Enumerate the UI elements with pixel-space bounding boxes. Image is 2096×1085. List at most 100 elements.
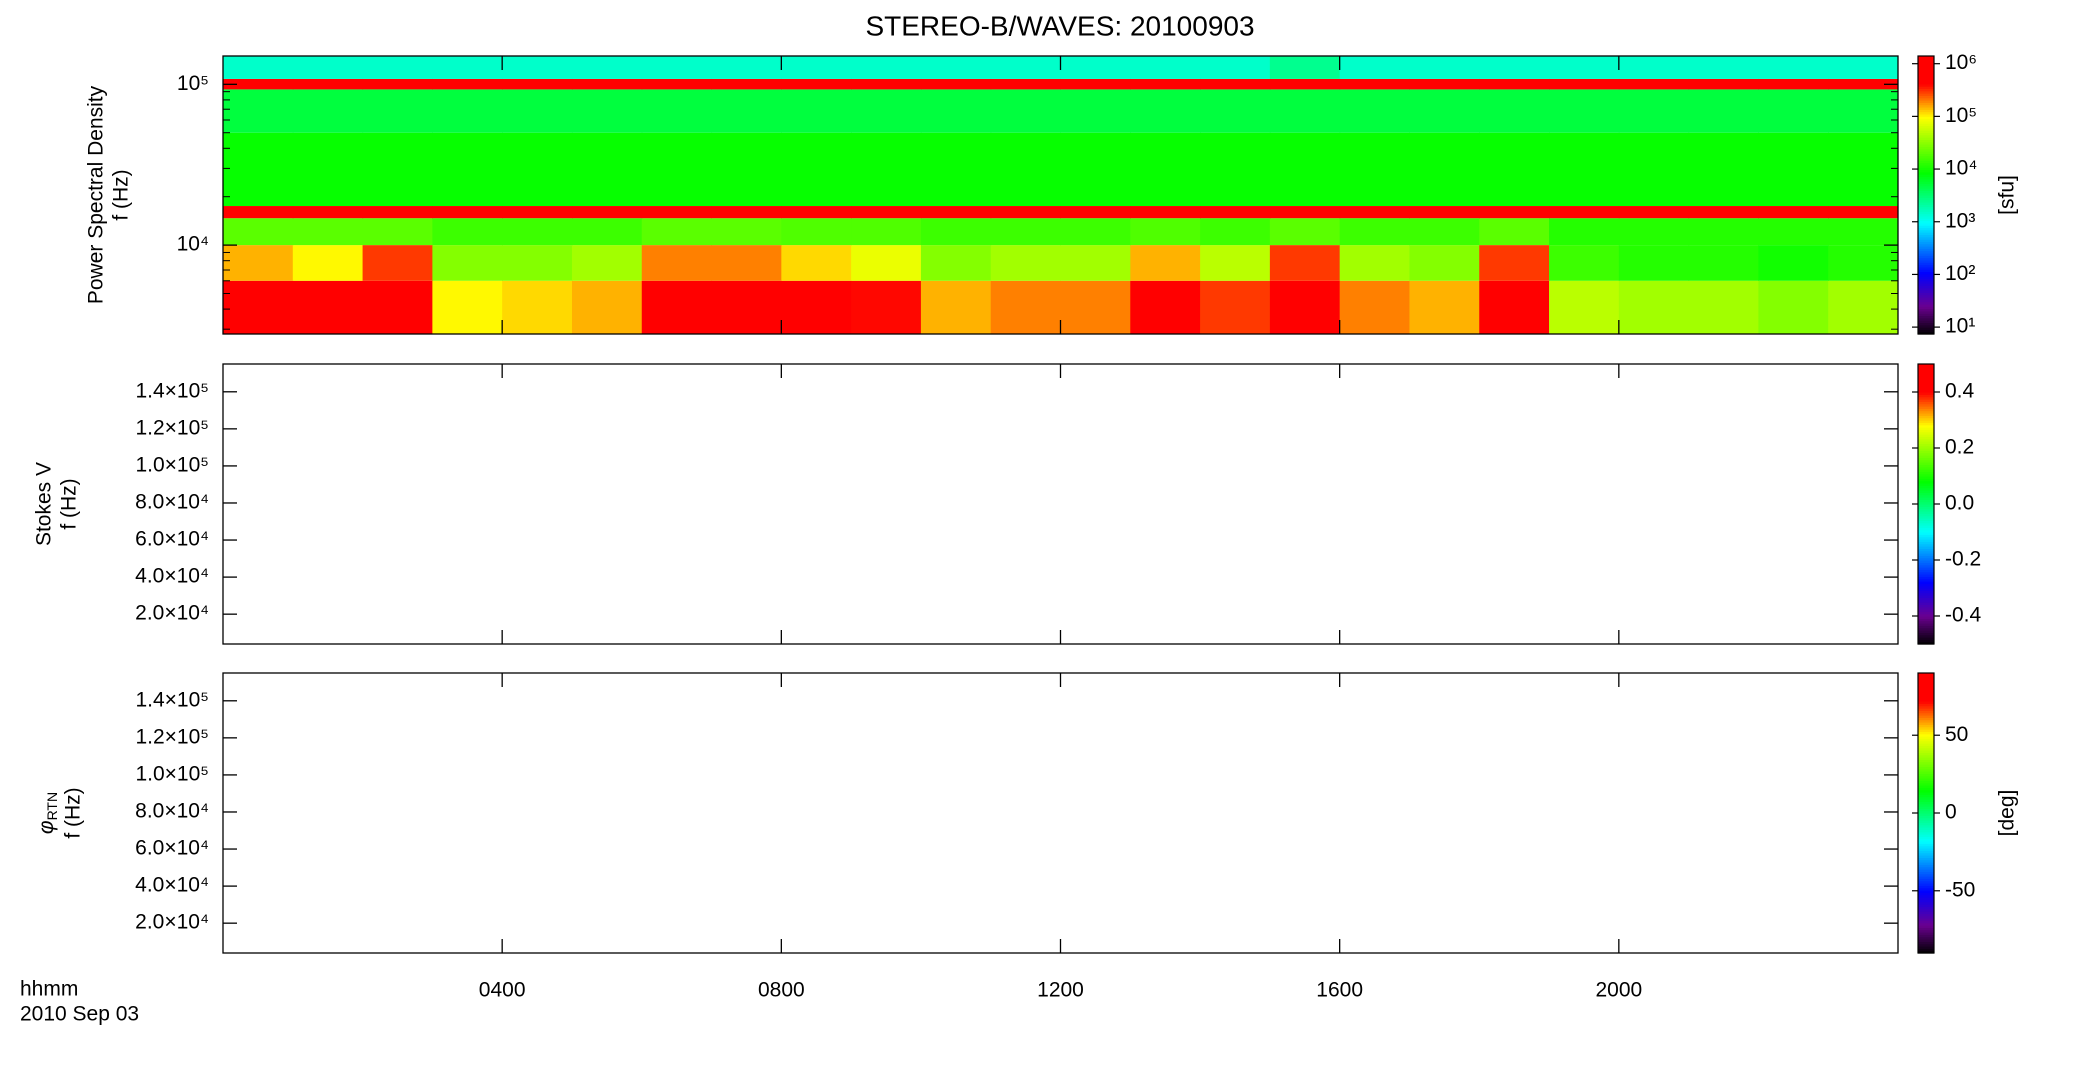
heatmap-cell (502, 78, 573, 90)
colorbar-slice (1918, 445, 1934, 449)
heatmap-cell (990, 89, 1061, 133)
colorbar-slice (1918, 125, 1934, 129)
colorbar-slice (1918, 364, 1934, 367)
heatmap-cell (1269, 280, 1341, 334)
colorbar-slice (1918, 239, 1934, 242)
colorbar-slice (1918, 689, 1934, 693)
colorbar-slice (1918, 803, 1934, 807)
heatmap-cell (1828, 56, 1899, 79)
colorbar-slice (1918, 864, 1934, 868)
heatmap-cell (641, 280, 713, 334)
colorbar-slice (1918, 885, 1934, 889)
colorbar-slice (1918, 171, 1934, 175)
colorbar-slice (1918, 736, 1934, 739)
colorbar-slice (1918, 675, 1934, 679)
colorbar-slice (1918, 130, 1934, 134)
heatmap-cell (292, 78, 364, 90)
colorbar-slice (1918, 525, 1934, 528)
colorbar-slice (1918, 815, 1934, 819)
heatmap-cell (502, 245, 573, 281)
colorbar-slice (1918, 827, 1934, 830)
colorbar-slice (1918, 806, 1934, 809)
colorbar-slice (1918, 88, 1934, 92)
heatmap-cell (1828, 89, 1899, 133)
colorbar-slice (1918, 83, 1934, 87)
colorbar-slice (1918, 539, 1934, 542)
colorbar-slice (1918, 602, 1934, 605)
heatmap-cell (502, 206, 573, 219)
colorbar-slice (1918, 934, 1934, 938)
heatmap-cell (711, 245, 782, 281)
colorbar-slice (1918, 494, 1934, 498)
colorbar-slice (1918, 625, 1934, 629)
colorbar-slice (1918, 687, 1934, 690)
plot-frame (222, 672, 1899, 954)
colorbar-slice (1918, 301, 1934, 305)
colorbar-slice (1918, 62, 1934, 66)
colorbar-slice (1918, 201, 1934, 205)
heatmap-cell (362, 132, 433, 207)
colorbar-slice (1918, 95, 1934, 99)
colorbar-slice (1918, 546, 1934, 549)
colorbar-slice (1918, 208, 1934, 212)
colorbar-slice (1918, 801, 1934, 805)
colorbar-slice (1918, 204, 1934, 208)
heatmap-cell (920, 132, 992, 207)
heatmap-cell (851, 206, 922, 219)
heatmap-cell (711, 89, 782, 133)
colorbar-slice (1918, 106, 1934, 110)
colorbar-slice (1918, 532, 1934, 535)
colorbar-slice (1918, 578, 1934, 582)
y-tick-label: 6.0×10⁴ (135, 837, 209, 860)
heatmap-cell (1130, 56, 1201, 79)
colorbar-slice (1918, 773, 1934, 777)
colorbar-slice (1918, 726, 1934, 730)
colorbar-slice (1918, 703, 1934, 707)
heatmap-cell (1339, 89, 1410, 133)
heatmap-cell (1758, 218, 1829, 246)
colorbar-slice (1918, 422, 1934, 426)
colorbar-slice (1918, 799, 1934, 802)
colorbar-frame (1917, 55, 1935, 335)
colorbar-slice (1918, 250, 1934, 254)
colorbar-slice (1918, 564, 1934, 568)
heatmap-cell (1618, 132, 1690, 207)
colorbar-slice (1918, 511, 1934, 514)
colorbar-slice (1918, 303, 1934, 307)
colorbar-slice (1918, 894, 1934, 898)
colorbar-slice (1918, 420, 1934, 423)
heatmap-cell (292, 206, 364, 219)
heatmap-cell (781, 56, 852, 79)
colorbar-slice (1918, 745, 1934, 749)
colorbar-slice (1918, 585, 1934, 589)
y-tick-label: 4.0×10⁴ (135, 874, 209, 897)
y-tick-label: 8.0×10⁴ (135, 491, 209, 514)
colorbar-slice (1918, 417, 1934, 421)
colorbar-slice (1918, 431, 1934, 435)
colorbar-slice (1918, 680, 1934, 683)
colorbar-slice (1918, 620, 1934, 624)
colorbar-slice (1918, 104, 1934, 108)
heatmap-cell (990, 132, 1061, 207)
colorbar-slice (1918, 317, 1934, 321)
colorbar-slice (1918, 378, 1934, 381)
colorbar-slice (1918, 403, 1934, 407)
heatmap-cell (711, 132, 782, 207)
colorbar-slice (1918, 241, 1934, 245)
heatmap-cell (571, 89, 643, 133)
colorbar-slice (1918, 918, 1934, 921)
colorbar-slice (1918, 438, 1934, 442)
heatmap-cell (432, 245, 503, 281)
colorbar-tick-label: 0.4 (1945, 380, 1975, 403)
heatmap-cell (920, 56, 992, 79)
colorbar-slice (1918, 908, 1934, 912)
colorbar-slice (1918, 490, 1934, 493)
colorbar-slice (1918, 160, 1934, 164)
heatmap-cell (1828, 206, 1899, 219)
colorbar-slice (1918, 86, 1934, 90)
colorbar-slice (1918, 936, 1934, 940)
colorbar-slice (1918, 553, 1934, 556)
heatmap-cell (641, 206, 713, 219)
y-tick-label: 8.0×10⁴ (135, 800, 209, 823)
heatmap-cell (1549, 132, 1620, 207)
